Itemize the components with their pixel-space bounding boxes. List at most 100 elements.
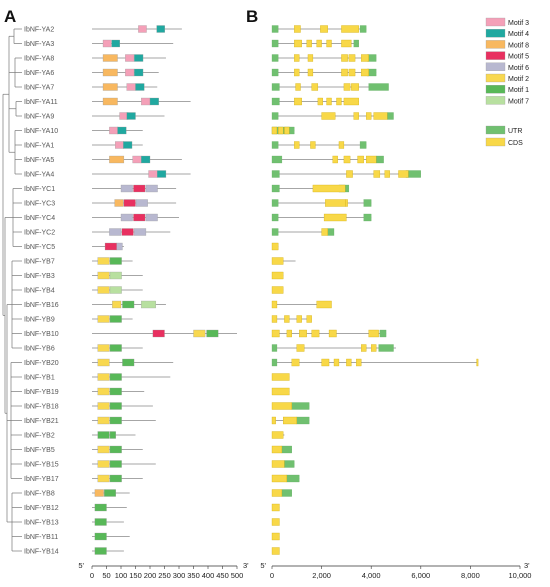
- gene-label: IbNF-YB5: [24, 447, 55, 454]
- cds-box: [316, 39, 322, 48]
- cds-box: [373, 170, 381, 178]
- motif-box: [145, 213, 158, 222]
- cds-box: [341, 54, 348, 62]
- cds-box: [294, 54, 300, 62]
- motif-box: [152, 329, 165, 338]
- motif-box: [97, 445, 110, 454]
- legend-swatch: [485, 51, 506, 60]
- motif-box: [104, 489, 116, 497]
- motif-box: [102, 39, 112, 48]
- axis-a: 0 50 100 150 200 250 300 350 400 450 500 5' 3': [78, 561, 249, 580]
- motif-box: [94, 518, 107, 526]
- gene-label: IbNF-YB2: [24, 433, 55, 440]
- gene-label: IbNF-YB13: [24, 520, 59, 527]
- axis-tick-label: 6,000: [411, 571, 430, 580]
- utr-box: [291, 402, 310, 410]
- utr-box: [368, 83, 389, 91]
- cds-box: [310, 141, 316, 149]
- motif-box: [134, 54, 144, 62]
- utr-box: [271, 344, 278, 352]
- gene-label: IbNF-YC5: [24, 244, 55, 251]
- cds-box: [341, 39, 352, 48]
- motif-box: [97, 387, 110, 396]
- cds-box: [316, 300, 332, 309]
- gene-label: IbNF-YC3: [24, 201, 55, 208]
- cds-box: [299, 329, 307, 338]
- cds-box: [361, 68, 369, 77]
- gene-label: IbNF-YB18: [24, 404, 59, 411]
- motif-box: [109, 228, 122, 236]
- cds-box: [325, 199, 346, 207]
- utr-box: [387, 112, 394, 120]
- cds-box: [343, 155, 351, 164]
- cds-box: [321, 358, 330, 367]
- motif-box: [97, 271, 110, 280]
- cds-box: [271, 460, 285, 468]
- legend-swatch: [485, 125, 506, 135]
- gene-label: IbNF-YA9: [24, 114, 54, 121]
- utr-box: [271, 358, 278, 367]
- motif-box: [135, 199, 148, 207]
- motif-box: [157, 170, 167, 178]
- cds-box: [271, 547, 280, 555]
- cds-box: [368, 329, 379, 338]
- axis-tick-label: 350: [187, 571, 200, 580]
- utr-box: [327, 228, 335, 236]
- cds-box: [326, 97, 332, 106]
- cds-box: [283, 416, 297, 425]
- motif-box: [102, 83, 118, 91]
- utr-box: [281, 489, 292, 497]
- motif-box: [109, 431, 116, 439]
- cds-box: [341, 68, 348, 77]
- legend-swatch: [485, 40, 506, 49]
- cds-box: [271, 503, 280, 512]
- gene-label: IbNF-YB8: [24, 491, 55, 498]
- cds-box: [271, 286, 284, 294]
- cds-box: [271, 416, 276, 425]
- cds-box: [271, 431, 284, 439]
- motif-box: [193, 329, 206, 338]
- gene-label: IbNF-YB1: [24, 375, 55, 382]
- cds-box: [306, 39, 312, 48]
- gene-label: IbNF-YA4: [24, 172, 54, 179]
- cds-box: [333, 358, 340, 367]
- legend-label: Motif 1: [508, 87, 529, 94]
- legend-swatch: [485, 96, 506, 105]
- axis-tick-label: 8,000: [461, 571, 480, 580]
- cds-box: [291, 358, 300, 367]
- motif-box: [112, 300, 122, 309]
- cds-box: [384, 170, 390, 178]
- legend-label: Motif 4: [508, 31, 529, 38]
- motif-box: [94, 547, 107, 555]
- gene-labels: IbNF-YA2 IbNF-YA3 IbNF-YA8 IbNF-YA6 IbNF-YA7…: [24, 27, 59, 556]
- cds-box: [361, 54, 369, 62]
- motif-box: [133, 213, 146, 222]
- legend-label: Motif 7: [508, 98, 529, 105]
- utr-box: [359, 141, 367, 149]
- cds-box: [373, 112, 388, 120]
- motif-box: [134, 68, 144, 77]
- utr-box: [271, 39, 279, 48]
- cds-box: [294, 25, 301, 33]
- gene-label: IbNF-YA3: [24, 41, 54, 48]
- axis-5prime: 5': [260, 561, 266, 570]
- motif-box: [111, 39, 120, 48]
- motif-box: [114, 199, 124, 207]
- cds-box: [320, 25, 328, 33]
- gene-structure-tracks: [271, 25, 479, 555]
- cds-box: [294, 39, 302, 48]
- cds-box: [321, 112, 336, 120]
- gene-label: IbNF-YB17: [24, 476, 59, 483]
- motif-box: [141, 300, 156, 309]
- cds-box: [296, 344, 305, 352]
- legend-label: UTR: [508, 128, 522, 135]
- legend-label: Motif 5: [508, 54, 529, 61]
- motif-box: [109, 286, 122, 294]
- cds-box: [351, 83, 359, 91]
- motif-box: [97, 460, 110, 468]
- gene-label: IbNF-YC4: [24, 215, 55, 222]
- motif-box: [109, 155, 125, 164]
- axis-tick-label: 2,000: [312, 571, 331, 580]
- cds-box: [271, 489, 283, 497]
